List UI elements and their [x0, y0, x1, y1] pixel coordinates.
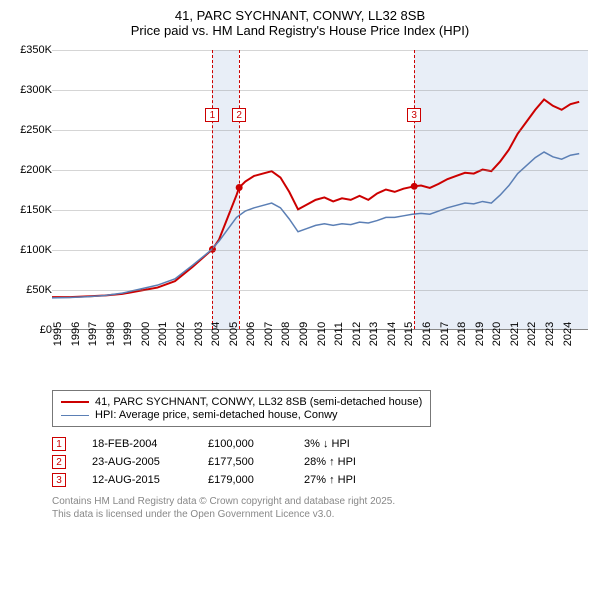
x-axis-label: 1995 [52, 322, 64, 346]
legend-row: HPI: Average price, semi-detached house,… [61, 409, 422, 421]
title-address: 41, PARC SYCHNANT, CONWY, LL32 8SB [8, 8, 592, 23]
x-axis-label: 1996 [70, 322, 82, 346]
grid-line [52, 90, 588, 91]
x-axis-label: 2019 [474, 322, 486, 346]
x-axis-label: 2008 [280, 322, 292, 346]
legend: 41, PARC SYCHNANT, CONWY, LL32 8SB (semi… [52, 390, 431, 427]
line-svg [52, 50, 588, 329]
grid-line [52, 290, 588, 291]
series-hpi [52, 152, 579, 298]
x-axis-label: 2021 [509, 322, 521, 346]
grid-line [52, 250, 588, 251]
title-subtitle: Price paid vs. HM Land Registry's House … [8, 23, 592, 38]
event-price: £179,000 [208, 474, 278, 486]
event-row: 2 23-AUG-2005 £177,500 28% ↑ HPI [52, 455, 592, 469]
footer-line1: Contains HM Land Registry data © Crown c… [52, 495, 592, 508]
event-number-box: 2 [52, 455, 66, 469]
y-axis-label: £150K [20, 204, 52, 216]
x-axis-label: 1997 [87, 322, 99, 346]
legend-row: 41, PARC SYCHNANT, CONWY, LL32 8SB (semi… [61, 396, 422, 408]
x-axis-label: 2013 [368, 322, 380, 346]
event-marker-box: 3 [407, 108, 421, 122]
event-delta: 28% ↑ HPI [304, 456, 384, 468]
event-marker-box: 2 [232, 108, 246, 122]
event-date: 12-AUG-2015 [92, 474, 182, 486]
event-delta: 3% ↓ HPI [304, 438, 384, 450]
x-axis-label: 2009 [298, 322, 310, 346]
event-price: £100,000 [208, 438, 278, 450]
y-axis-label: £100K [20, 244, 52, 256]
event-delta: 27% ↑ HPI [304, 474, 384, 486]
y-axis-label: £200K [20, 164, 52, 176]
legend-label: 41, PARC SYCHNANT, CONWY, LL32 8SB (semi… [95, 396, 422, 408]
x-axis-label: 2002 [175, 322, 187, 346]
x-axis-label: 2016 [421, 322, 433, 346]
event-date: 23-AUG-2005 [92, 456, 182, 468]
grid-line [52, 50, 588, 51]
plot-area: 12 3 [52, 50, 588, 330]
x-axis-label: 2005 [228, 322, 240, 346]
x-axis-label: 2000 [140, 322, 152, 346]
x-axis-label: 2015 [403, 322, 415, 346]
event-row: 3 12-AUG-2015 £179,000 27% ↑ HPI [52, 473, 592, 487]
x-axis-label: 2001 [157, 322, 169, 346]
y-axis-label: £0 [40, 324, 52, 336]
grid-line [52, 210, 588, 211]
legend-swatch [61, 401, 89, 403]
events-table: 1 18-FEB-2004 £100,000 3% ↓ HPI 2 23-AUG-2005… [52, 437, 592, 487]
x-axis-label: 2024 [562, 322, 574, 346]
event-marker-box: 1 [205, 108, 219, 122]
y-axis-label: £250K [20, 124, 52, 136]
x-axis-label: 2010 [316, 322, 328, 346]
event-number-box: 1 [52, 437, 66, 451]
footer-line2: This data is licensed under the Open Gov… [52, 508, 592, 521]
grid-line [52, 130, 588, 131]
grid-line [52, 170, 588, 171]
x-axis-label: 1999 [122, 322, 134, 346]
x-axis-label: 2017 [439, 322, 451, 346]
x-axis-label: 2007 [263, 322, 275, 346]
event-price: £177,500 [208, 456, 278, 468]
x-axis-label: 2003 [193, 322, 205, 346]
y-axis-label: £300K [20, 84, 52, 96]
x-axis-label: 2006 [245, 322, 257, 346]
chart-area: 12 3 £0 £50K £100K £150K £200K £250K £300K £350K… [8, 44, 592, 384]
footer-attribution: Contains HM Land Registry data © Crown c… [52, 495, 592, 521]
y-axis-label: £350K [20, 44, 52, 56]
x-axis-label: 2012 [351, 322, 363, 346]
x-axis-label: 2022 [526, 322, 538, 346]
event-marker-line [239, 50, 240, 329]
event-date: 18-FEB-2004 [92, 438, 182, 450]
title-block: 41, PARC SYCHNANT, CONWY, LL32 8SB Price… [8, 8, 592, 38]
x-axis-label: 2023 [544, 322, 556, 346]
x-axis-label: 2004 [210, 322, 222, 346]
event-row: 1 18-FEB-2004 £100,000 3% ↓ HPI [52, 437, 592, 451]
x-axis-label: 2018 [456, 322, 468, 346]
x-axis-label: 1998 [105, 322, 117, 346]
chart-container: 41, PARC SYCHNANT, CONWY, LL32 8SB Price… [0, 0, 600, 525]
event-marker-line [212, 50, 213, 329]
event-marker-line [414, 50, 415, 329]
y-axis-label: £50K [26, 284, 52, 296]
x-axis-label: 2014 [386, 322, 398, 346]
x-axis-label: 2020 [491, 322, 503, 346]
event-number-box: 3 [52, 473, 66, 487]
x-axis-label: 2011 [333, 322, 345, 346]
legend-swatch [61, 415, 89, 416]
legend-label: HPI: Average price, semi-detached house,… [95, 409, 338, 421]
